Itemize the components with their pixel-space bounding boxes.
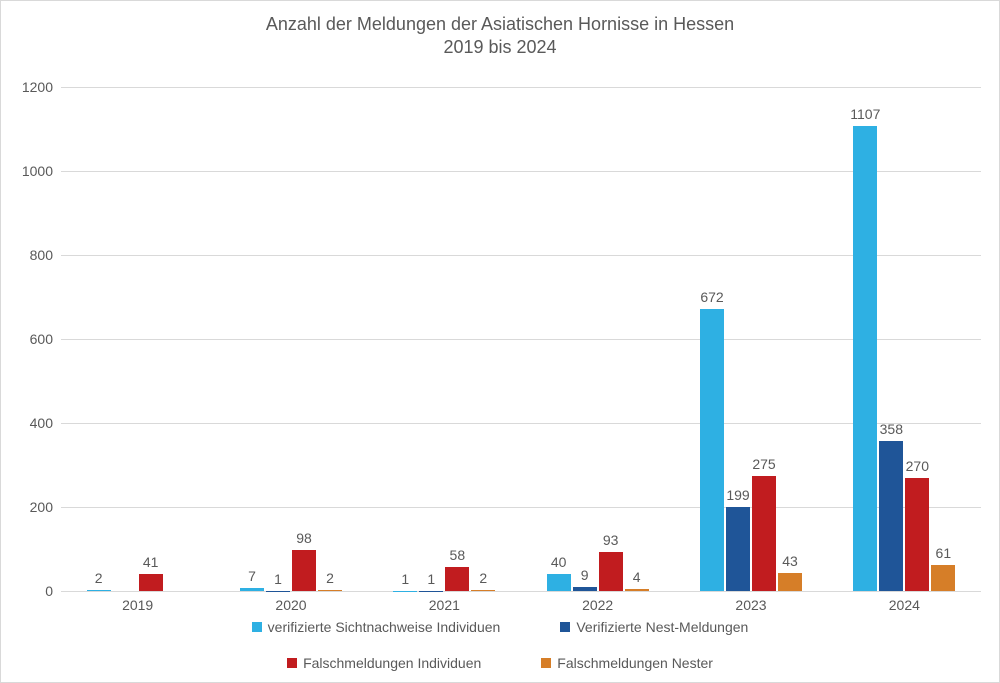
- bar-value-label: 43: [782, 553, 798, 569]
- legend-label: verifizierte Sichtnachweise Individuen: [268, 619, 501, 635]
- bar: [905, 478, 929, 591]
- legend-swatch: [560, 622, 570, 632]
- y-tick-label: 600: [30, 331, 61, 347]
- gridline: [61, 255, 981, 256]
- bar: [700, 309, 724, 591]
- bar-value-label: 275: [752, 456, 775, 472]
- bar: [445, 567, 469, 591]
- bar-value-label: 7: [248, 568, 256, 584]
- bar: [266, 591, 290, 592]
- bar: [139, 574, 163, 591]
- bar-value-label: 1: [274, 571, 282, 587]
- bar: [573, 587, 597, 591]
- x-tick-label: 2019: [122, 591, 153, 613]
- y-tick-label: 400: [30, 415, 61, 431]
- bar: [879, 441, 903, 591]
- gridline: [61, 87, 981, 88]
- chart-container: Anzahl der Meldungen der Asiatischen Hor…: [0, 0, 1000, 683]
- bar-value-label: 41: [143, 554, 159, 570]
- y-tick-label: 200: [30, 499, 61, 515]
- bar-value-label: 40: [551, 554, 567, 570]
- bar-value-label: 1: [427, 571, 435, 587]
- bar-value-label: 672: [700, 289, 723, 305]
- bar: [726, 507, 750, 591]
- bar: [778, 573, 802, 591]
- legend-item: Verifizierte Nest-Meldungen: [560, 619, 748, 635]
- legend-label: Verifizierte Nest-Meldungen: [576, 619, 748, 635]
- bar: [853, 126, 877, 591]
- bar-value-label: 4: [633, 569, 641, 585]
- x-tick-label: 2023: [735, 591, 766, 613]
- gridline: [61, 591, 981, 592]
- bar: [292, 550, 316, 591]
- bar-value-label: 199: [726, 487, 749, 503]
- bar-value-label: 1107: [850, 106, 880, 122]
- bar: [547, 574, 571, 591]
- legend-label: Falschmeldungen Individuen: [303, 655, 481, 671]
- bar-value-label: 61: [936, 545, 952, 561]
- bar: [752, 476, 776, 592]
- gridline: [61, 507, 981, 508]
- bar-value-label: 270: [906, 458, 929, 474]
- chart-title: Anzahl der Meldungen der Asiatischen Hor…: [1, 13, 999, 58]
- bar: [931, 565, 955, 591]
- gridline: [61, 171, 981, 172]
- bar-value-label: 58: [450, 547, 466, 563]
- x-tick-label: 2022: [582, 591, 613, 613]
- bar: [240, 588, 264, 591]
- bar: [471, 590, 495, 591]
- bar-value-label: 98: [296, 530, 312, 546]
- bar-value-label: 358: [880, 421, 903, 437]
- bar: [599, 552, 623, 591]
- legend-item: Falschmeldungen Nester: [541, 655, 713, 671]
- x-tick-label: 2020: [275, 591, 306, 613]
- bar-value-label: 9: [581, 567, 589, 583]
- x-tick-label: 2021: [429, 591, 460, 613]
- gridline: [61, 339, 981, 340]
- gridline: [61, 423, 981, 424]
- legend-label: Falschmeldungen Nester: [557, 655, 713, 671]
- legend: verifizierte Sichtnachweise Individuen Ve…: [1, 619, 999, 671]
- legend-swatch: [287, 658, 297, 668]
- bar: [87, 590, 111, 591]
- bar: [393, 591, 417, 592]
- chart-title-line2: 2019 bis 2024: [1, 36, 999, 59]
- bar: [318, 590, 342, 591]
- legend-item: Falschmeldungen Individuen: [287, 655, 481, 671]
- y-tick-label: 800: [30, 247, 61, 263]
- bar-value-label: 2: [95, 570, 103, 586]
- legend-swatch: [541, 658, 551, 668]
- plot-area: 0200400600800100012002019241202071982202…: [61, 87, 981, 591]
- legend-swatch: [252, 622, 262, 632]
- bar-value-label: 93: [603, 532, 619, 548]
- y-tick-label: 0: [45, 583, 61, 599]
- bar-value-label: 1: [401, 571, 409, 587]
- bar-value-label: 2: [479, 570, 487, 586]
- bar-value-label: 2: [326, 570, 334, 586]
- y-tick-label: 1200: [22, 79, 61, 95]
- legend-item: verifizierte Sichtnachweise Individuen: [252, 619, 501, 635]
- y-tick-label: 1000: [22, 163, 61, 179]
- bar: [419, 591, 443, 592]
- chart-title-line1: Anzahl der Meldungen der Asiatischen Hor…: [1, 13, 999, 36]
- bar: [625, 589, 649, 591]
- x-tick-label: 2024: [889, 591, 920, 613]
